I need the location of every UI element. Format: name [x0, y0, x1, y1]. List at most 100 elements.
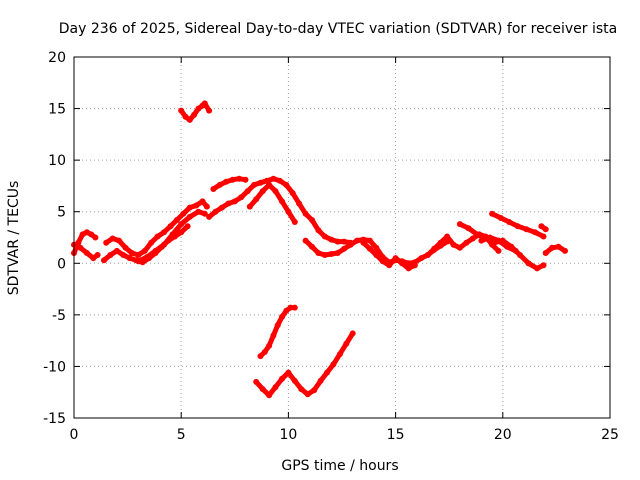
data-point	[330, 361, 337, 368]
data-point	[203, 203, 210, 210]
data-point	[328, 236, 335, 243]
axis-ticks: 0 5 10 15 20 25 -15 -10 -5 0 5 10 15 20	[43, 50, 619, 443]
data-point	[242, 176, 249, 183]
data-point	[236, 175, 243, 182]
data-point	[109, 235, 116, 242]
data-point	[206, 213, 213, 220]
data-point	[532, 229, 538, 236]
data-point	[141, 247, 148, 254]
data-point	[347, 241, 354, 248]
data-point	[495, 247, 502, 254]
series-trace	[543, 244, 568, 256]
data-point	[309, 217, 315, 223]
data-point	[450, 241, 457, 248]
data-point	[266, 342, 273, 349]
series-track-g	[210, 175, 249, 192]
data-point	[88, 231, 95, 238]
data-point	[291, 304, 298, 311]
data-point	[517, 252, 523, 258]
data-point	[298, 386, 305, 393]
data-point	[562, 247, 568, 254]
data-point	[373, 244, 380, 251]
series-trace	[253, 330, 356, 398]
data-point	[302, 210, 309, 217]
data-point	[341, 245, 348, 252]
series-track-d	[103, 198, 210, 258]
data-point	[272, 384, 279, 391]
data-point	[186, 213, 193, 220]
data-point	[193, 202, 200, 209]
data-point	[392, 255, 399, 262]
data-point	[296, 200, 303, 207]
data-point	[334, 238, 341, 245]
data-point	[534, 265, 541, 272]
x-tick-label: 5	[177, 427, 186, 443]
y-tick-label: 0	[57, 256, 66, 272]
data-point	[212, 208, 219, 215]
data-point	[304, 391, 311, 398]
data-point	[525, 260, 532, 267]
y-tick-label: -10	[43, 359, 66, 375]
y-tick-label: -15	[43, 411, 66, 427]
data-point	[478, 237, 485, 244]
data-point	[315, 227, 322, 234]
grid-lines	[74, 57, 610, 418]
data-point	[107, 252, 114, 258]
data-point	[549, 244, 556, 251]
x-tick-label: 25	[601, 427, 619, 443]
data-point	[336, 351, 343, 358]
data-point	[126, 255, 133, 262]
data-point	[360, 239, 367, 246]
data-point	[225, 200, 232, 207]
data-point	[135, 258, 142, 265]
data-point	[341, 238, 348, 245]
data-point	[283, 181, 290, 188]
data-point	[201, 100, 208, 107]
data-point	[474, 231, 481, 238]
data-point	[261, 349, 268, 355]
data-point	[540, 262, 547, 269]
data-point	[542, 226, 549, 233]
data-point	[424, 252, 431, 258]
series-track-s	[253, 330, 356, 399]
data-point	[161, 241, 167, 248]
data-point	[92, 234, 99, 241]
data-point	[334, 250, 341, 256]
series-track-o	[542, 243, 568, 256]
data-point	[321, 252, 328, 258]
data-point	[285, 369, 292, 376]
data-point	[411, 262, 418, 269]
data-point	[231, 198, 238, 205]
data-point	[148, 239, 155, 246]
data-point	[191, 111, 198, 118]
data-point	[186, 204, 193, 211]
y-tick-label: 20	[48, 50, 66, 66]
data-point	[418, 255, 425, 262]
y-tick-label: 5	[57, 205, 66, 221]
data-point	[309, 243, 315, 250]
data-point	[321, 233, 328, 240]
data-point	[122, 244, 129, 251]
data-point	[246, 203, 253, 210]
data-point	[379, 258, 386, 265]
data-point	[285, 208, 292, 215]
data-point	[257, 353, 264, 360]
y-tick-label: 15	[48, 102, 66, 118]
y-tick-label: -5	[52, 308, 66, 324]
y-tick-label: 10	[48, 153, 66, 169]
data-point	[276, 177, 283, 184]
data-point	[103, 239, 110, 246]
data-point	[456, 244, 463, 251]
data-point	[195, 208, 202, 215]
data-point	[497, 214, 504, 221]
data-point	[506, 219, 513, 225]
data-point	[538, 223, 545, 230]
data-point	[274, 322, 281, 329]
data-point	[266, 181, 273, 188]
data-point	[128, 250, 135, 256]
data-point	[349, 330, 356, 337]
data-point	[154, 233, 161, 240]
data-point	[283, 307, 290, 314]
data-point	[152, 247, 159, 254]
